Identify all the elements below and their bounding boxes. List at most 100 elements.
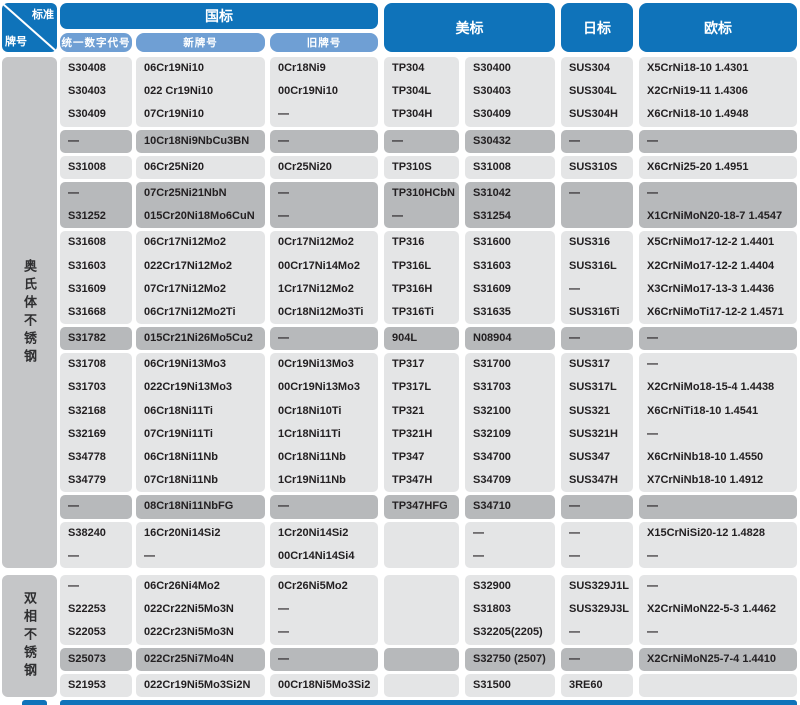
table-cell: 022Cr19Ni13Mo3 [144, 381, 233, 394]
row-block: — [60, 129, 132, 153]
table-cell [384, 575, 459, 598]
table-cell: 0Cr18Ni11Nb [278, 451, 346, 463]
table-cell: 07Cr17Ni12Mo2 [144, 282, 226, 295]
table-cell: S31603 [473, 259, 511, 272]
next-section-header-edge [60, 700, 797, 705]
row-block: S30432 [465, 129, 555, 153]
table-cell: 06Cr19Ni13Mo3 [144, 358, 226, 371]
row-block [639, 673, 797, 697]
next-section-header-edge [22, 700, 47, 705]
row-block: 06Cr17Ni12Mo2 022Cr17Ni12Mo2 07Cr17Ni12Mo2… [136, 231, 265, 325]
table-cell: S30409 [68, 108, 106, 121]
table-cell: S31782 [68, 332, 106, 345]
table-cell: 16Cr20Ni14Si2 [144, 526, 221, 539]
row-block: TP317 TP317L TP321 TP321H TP347 TP347H [384, 353, 459, 493]
row-block: S31708 S31703 S32168 S32169 S34778 S34779 [60, 353, 132, 493]
table-cell: 10Cr18Ni9NbCu3BN [144, 134, 250, 147]
table-cell: 0Cr19Ni13Mo3 [278, 358, 354, 371]
header-gb-standard: 国标 [60, 3, 378, 29]
table-cell: S38240 [68, 526, 106, 539]
table-cell: — [278, 210, 289, 223]
row-block: TP347HFG [384, 495, 459, 519]
subheader-new-grade: 新牌号 [136, 33, 265, 52]
table-cell: — [278, 108, 289, 121]
row-block: S21953 [60, 673, 132, 697]
table-cell: 022Cr22Ni5Mo3N [144, 603, 234, 616]
table-cell: 022 Cr19Ni10 [144, 85, 214, 98]
table-cell: S31008 [68, 160, 106, 173]
table-cell: S31703 [68, 381, 106, 394]
table-cell: — [278, 332, 289, 345]
row-block: S30408 S30403 S30409 [60, 57, 132, 127]
row-block [384, 521, 459, 568]
table-cell: 1Cr19Ni11Nb [278, 474, 346, 487]
table-cell: 1Cr17Ni12Mo2 [278, 282, 354, 295]
table-cell: 06Cr25Ni20 [144, 160, 204, 173]
table-cell: S32750 (2507) [473, 652, 546, 665]
column-strip: S30400 S30403 S30409 S30432 S31008 S31042 S312… [465, 57, 555, 700]
table-cell: — [647, 500, 658, 513]
table-cell: TP304L [392, 85, 432, 98]
table-cell: TP316H [392, 282, 433, 295]
table-cell: SUS317 [569, 358, 610, 371]
column-strip: S30408 S30403 S30409— S31008— S31252 S31608 S3… [60, 57, 132, 700]
table-cell: 022Cr25Ni7Mo4N [144, 652, 234, 665]
table-cell: — [278, 603, 289, 616]
row-block [384, 673, 459, 697]
table-cell: — [473, 526, 484, 539]
table-cell: 06Cr17Ni12Mo2 [144, 236, 226, 249]
table-cell: S31609 [473, 282, 511, 295]
table-cell: 07Cr18Ni11Nb [144, 474, 218, 487]
table-cell: 00Cr19Ni10 [278, 85, 338, 98]
table-cell: SUS316 [569, 236, 610, 249]
row-block [384, 574, 459, 645]
row-block: 0Cr18Ni9 00Cr19Ni10 — [270, 57, 378, 127]
row-block: S32900 S31803 S32205(2205) [465, 574, 555, 645]
table-cell: S34710 [473, 500, 511, 513]
table-cell: — [144, 549, 155, 562]
table-cell: SUS329J1L [569, 579, 629, 592]
row-block: — — [270, 181, 378, 229]
table-cell: S31609 [68, 282, 106, 295]
row-block: 022Cr19Ni5Mo3Si2N [136, 673, 265, 697]
table-cell: — [569, 626, 580, 639]
table-cell: S30408 [68, 62, 106, 74]
table-cell: — [68, 186, 79, 199]
table-cell: X3CrNiMo17-13-3 1.4436 [647, 282, 775, 295]
table-cell: SUS329J3L [569, 603, 629, 616]
row-block: N08904 [465, 327, 555, 351]
table-cell: TP304H [392, 108, 433, 121]
table-cell: TP347H [392, 474, 433, 487]
table-cell: — [569, 526, 580, 539]
table-cell: 022Cr17Ni12Mo2 [144, 259, 233, 272]
table-cell: — [278, 626, 289, 639]
row-block: S31700 S31703 S32100 S32109 S34700 S34709 [465, 353, 555, 493]
row-block: 1Cr20Ni14Si2 00Cr14Ni14Si4 [270, 521, 378, 568]
table-cell: TP347HFG [392, 500, 448, 513]
row-block: — S31252 [60, 181, 132, 229]
row-block: — — [561, 521, 633, 568]
table-cell: S22253 [68, 603, 106, 616]
table-cell: S31803 [473, 603, 511, 616]
row-block: X2CrNiMoN25-7-4 1.4410 [639, 647, 797, 671]
row-block: 06Cr25Ni20 [136, 155, 265, 179]
row-block: — [270, 495, 378, 519]
row-block: SUS329J1L SUS329J3L — [561, 574, 633, 645]
table-cell: — [392, 134, 403, 147]
row-block: — — [465, 521, 555, 568]
table-cell: 00Cr18Ni5Mo3Si2 [278, 678, 371, 691]
row-block: 06Cr19Ni13Mo3 022Cr19Ni13Mo3 06Cr18Ni11Ti 0… [136, 353, 265, 493]
header-us-standard: 美标 [384, 3, 555, 52]
rowgroup-label-duplex: 双相不锈钢 [2, 575, 57, 697]
row-block: X15CrNiSi20-12 1.4828 — [639, 521, 797, 568]
row-block: 022Cr25Ni7Mo4N [136, 647, 265, 671]
table-cell: S30400 [473, 62, 511, 74]
table-cell: S32169 [68, 427, 106, 440]
table-cell: 00Cr17Ni14Mo2 [278, 259, 360, 272]
table-cell: S30409 [473, 108, 511, 121]
corner-label-grade: 牌号 [5, 36, 27, 48]
row-block: S31600 S31603 S31609 S31635 [465, 231, 555, 325]
row-block: — [561, 327, 633, 351]
table-cell: 0Cr18Ni9 [278, 62, 326, 74]
